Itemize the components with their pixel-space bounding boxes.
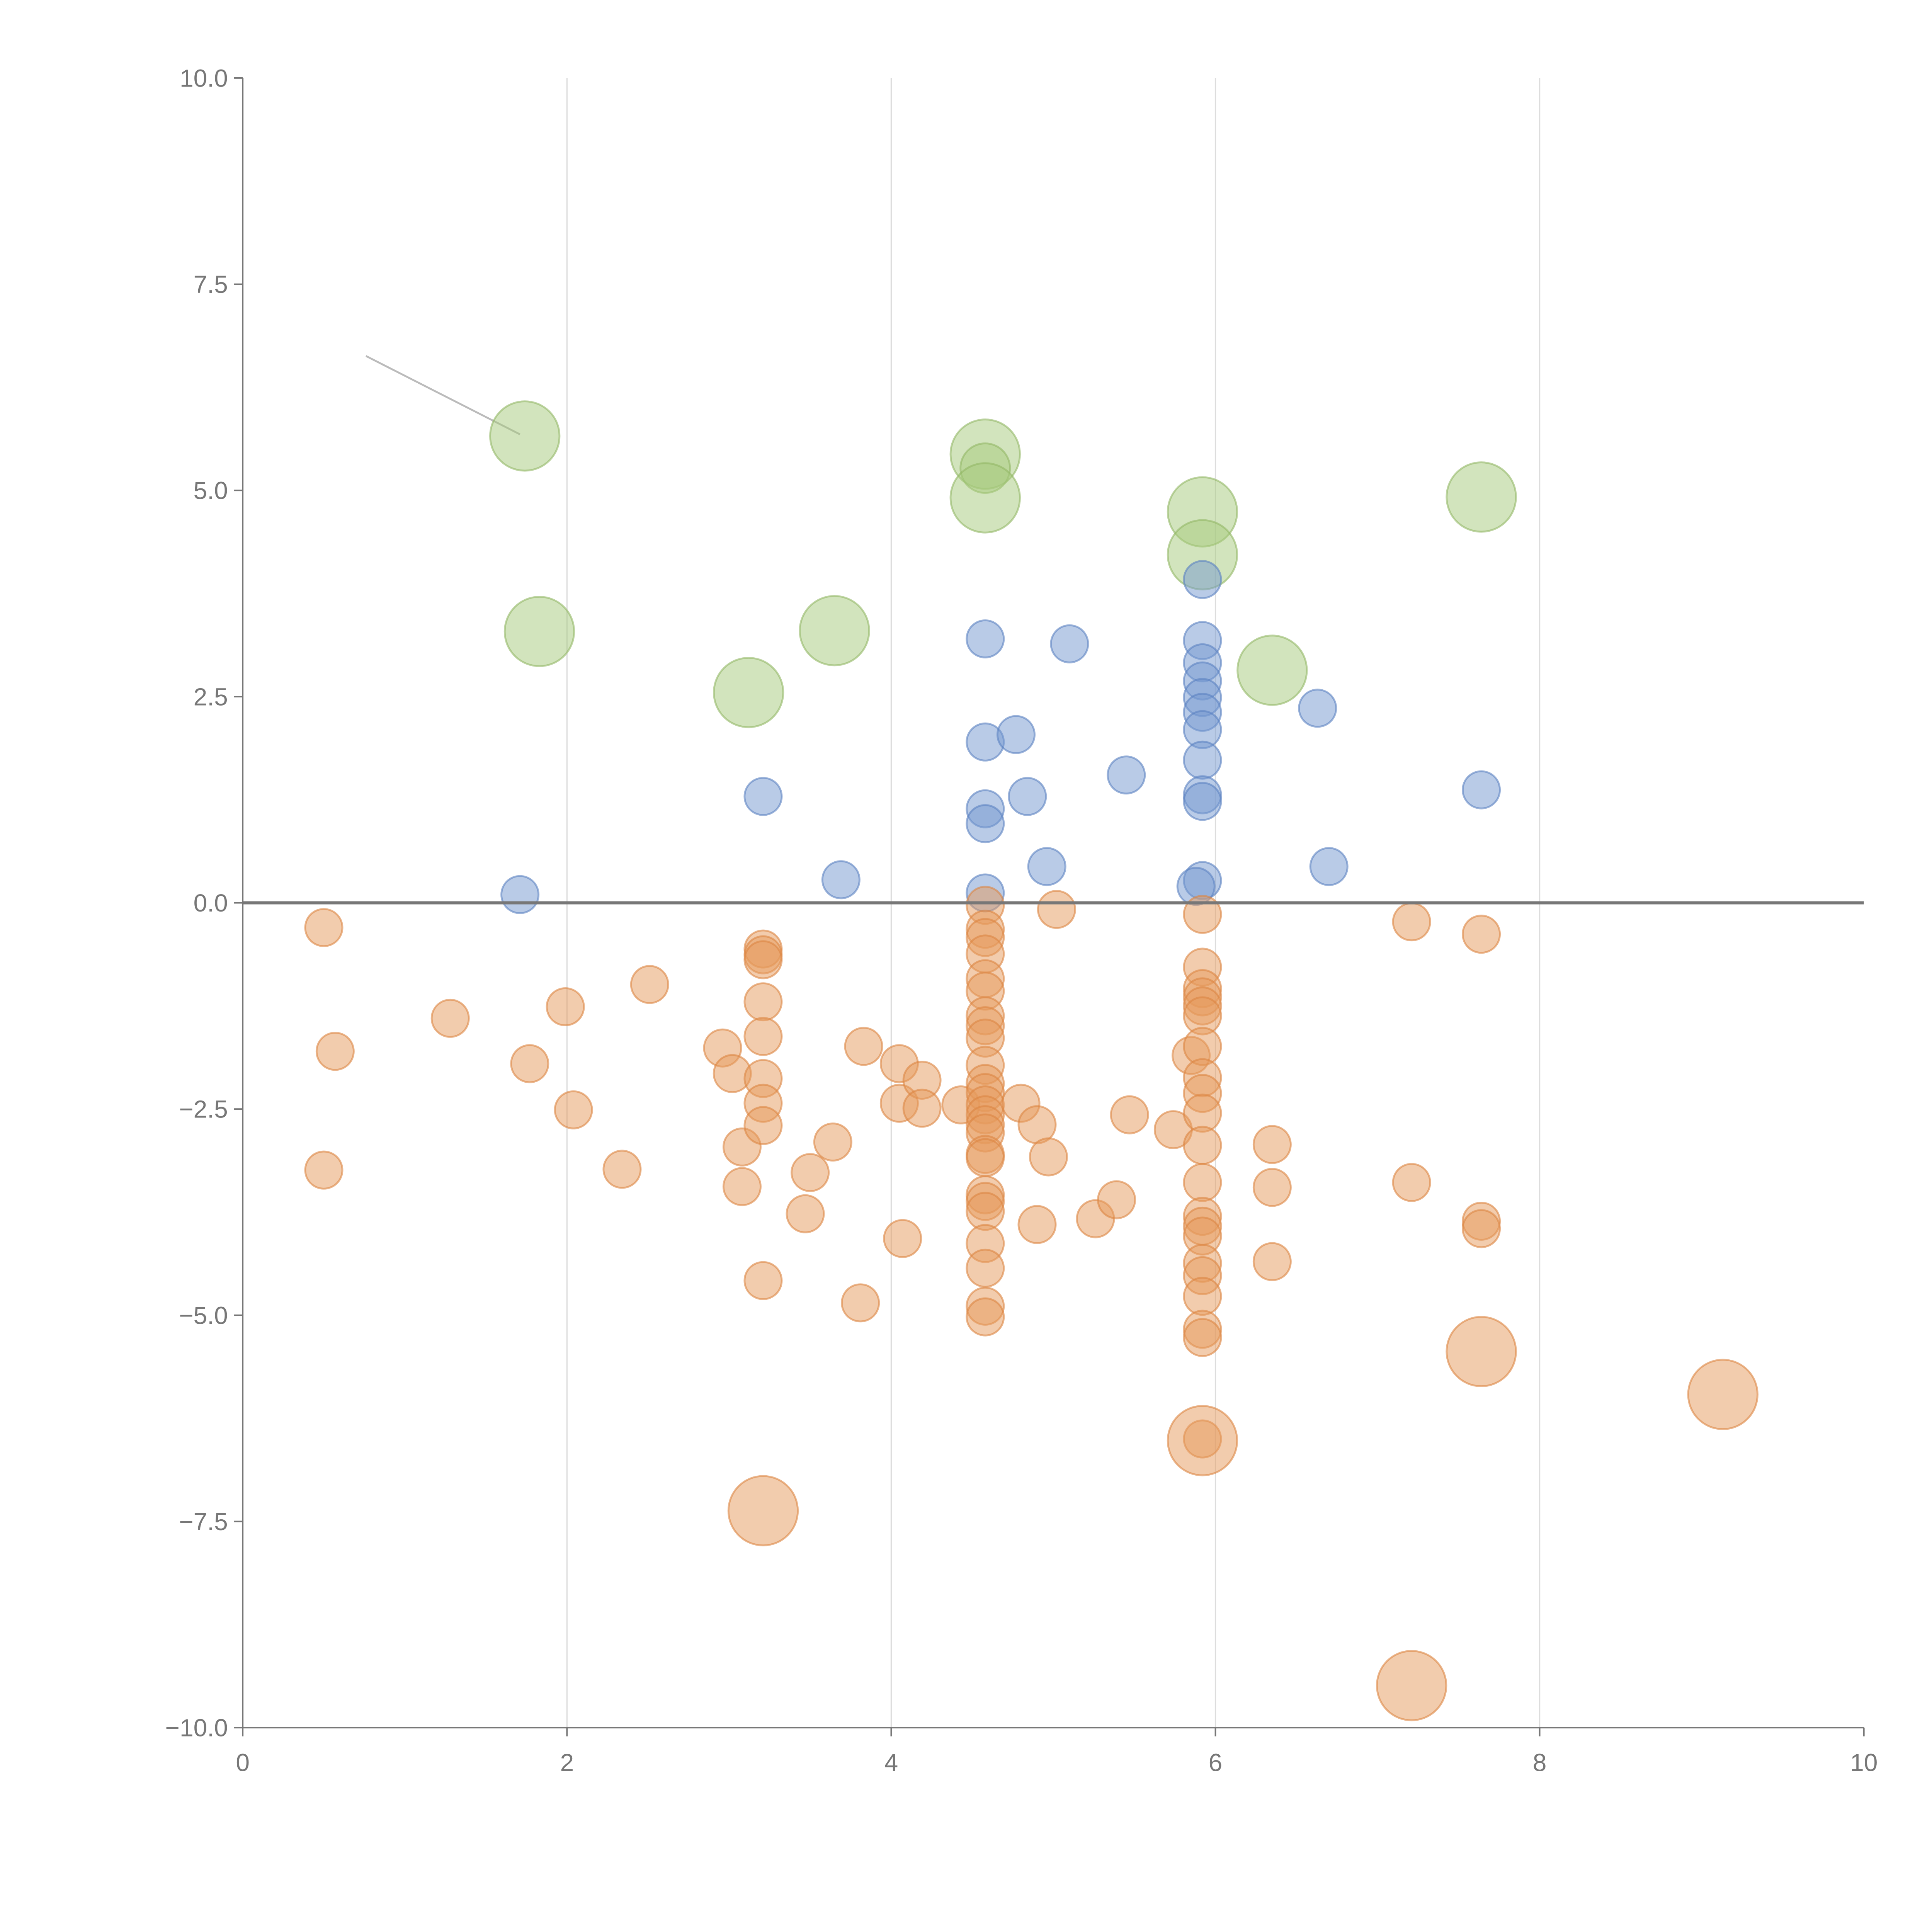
data-point xyxy=(813,1122,852,1162)
data-point xyxy=(1252,1168,1292,1207)
data-point xyxy=(500,875,540,914)
x-tick-label: 6 xyxy=(1209,1748,1223,1776)
data-point xyxy=(1008,777,1047,816)
data-point xyxy=(1392,1163,1431,1202)
data-point xyxy=(966,1248,1005,1288)
data-point xyxy=(1183,740,1222,780)
x-tick-label: 2 xyxy=(560,1748,574,1776)
data-point xyxy=(554,1090,593,1129)
data-point xyxy=(1037,890,1076,929)
x-tick-label: 0 xyxy=(236,1748,250,1776)
data-point xyxy=(902,1088,942,1128)
data-point xyxy=(430,998,470,1038)
y-tick-label: 0.0 xyxy=(194,889,228,917)
data-point xyxy=(1236,634,1308,706)
data-point xyxy=(1110,1095,1149,1134)
data-point xyxy=(1097,1180,1136,1219)
data-point xyxy=(743,1261,783,1300)
data-point xyxy=(966,619,1005,658)
y-tick-label: −10.0 xyxy=(165,1714,228,1742)
data-point xyxy=(722,1167,762,1206)
data-point xyxy=(743,777,783,816)
data-point xyxy=(1462,770,1501,810)
data-point xyxy=(304,908,344,947)
data-point xyxy=(1462,1209,1501,1248)
data-point xyxy=(315,1032,355,1071)
y-tick-label: 2.5 xyxy=(194,683,228,711)
data-point xyxy=(743,1017,783,1056)
data-point xyxy=(1183,782,1222,821)
data-point xyxy=(743,982,783,1022)
data-point xyxy=(883,1219,922,1258)
data-point xyxy=(713,657,784,728)
data-point xyxy=(1183,1163,1222,1202)
x-tick-label: 8 xyxy=(1533,1748,1547,1776)
data-point xyxy=(1687,1359,1759,1430)
data-point xyxy=(1183,1126,1222,1165)
data-point xyxy=(966,1297,1005,1337)
data-point xyxy=(503,596,575,667)
data-point xyxy=(844,1027,883,1066)
data-point xyxy=(1298,689,1337,728)
data-point xyxy=(1446,1316,1517,1387)
data-point xyxy=(1050,624,1089,663)
data-point xyxy=(630,965,669,1004)
data-point xyxy=(799,595,870,667)
y-tick-label: −2.5 xyxy=(179,1095,228,1123)
axes: 0 2 4 6 8 10 10.0 7.5 5.0 2.5 0.0 −2.5 −5.0 −7.5 −10.0 xyxy=(165,64,1878,1776)
data-point xyxy=(489,400,561,472)
data-point xyxy=(1252,1242,1292,1281)
data-point xyxy=(1446,461,1517,533)
data-point xyxy=(821,860,861,900)
data-point xyxy=(1392,902,1431,942)
data-point xyxy=(996,715,1036,754)
y-tick-label: 5.0 xyxy=(194,477,228,505)
data-point xyxy=(1027,847,1066,886)
data-point xyxy=(1183,1277,1222,1316)
data-point xyxy=(1183,1318,1222,1357)
data-point xyxy=(1183,895,1222,934)
data-point xyxy=(949,462,1021,534)
data-point xyxy=(1376,1650,1447,1721)
data-point xyxy=(1029,1137,1068,1177)
y-tick-label: −5.0 xyxy=(179,1301,228,1329)
y-tick-label: 7.5 xyxy=(194,270,228,298)
data-point xyxy=(1252,1125,1292,1164)
data-points xyxy=(304,355,1759,1721)
x-tick-label: 4 xyxy=(884,1748,898,1776)
data-point xyxy=(602,1150,642,1189)
data-point xyxy=(1462,915,1501,954)
data-point xyxy=(304,1150,344,1190)
data-point xyxy=(966,804,1005,844)
data-point xyxy=(1183,560,1222,599)
data-point xyxy=(1107,755,1146,795)
data-point xyxy=(743,1106,783,1145)
data-point xyxy=(841,1283,880,1323)
data-point xyxy=(966,1138,1005,1177)
x-tick-label: 10 xyxy=(1850,1748,1878,1776)
data-point xyxy=(1017,1205,1057,1244)
data-point xyxy=(1167,1405,1238,1476)
data-point xyxy=(786,1194,825,1233)
y-tick-label: −7.5 xyxy=(179,1508,228,1536)
data-point xyxy=(510,1044,549,1083)
data-point xyxy=(1309,847,1349,886)
y-tick-label: 10.0 xyxy=(180,64,228,92)
data-point xyxy=(546,987,585,1026)
data-point xyxy=(791,1153,830,1192)
data-point xyxy=(743,940,783,980)
data-point xyxy=(727,1475,799,1546)
